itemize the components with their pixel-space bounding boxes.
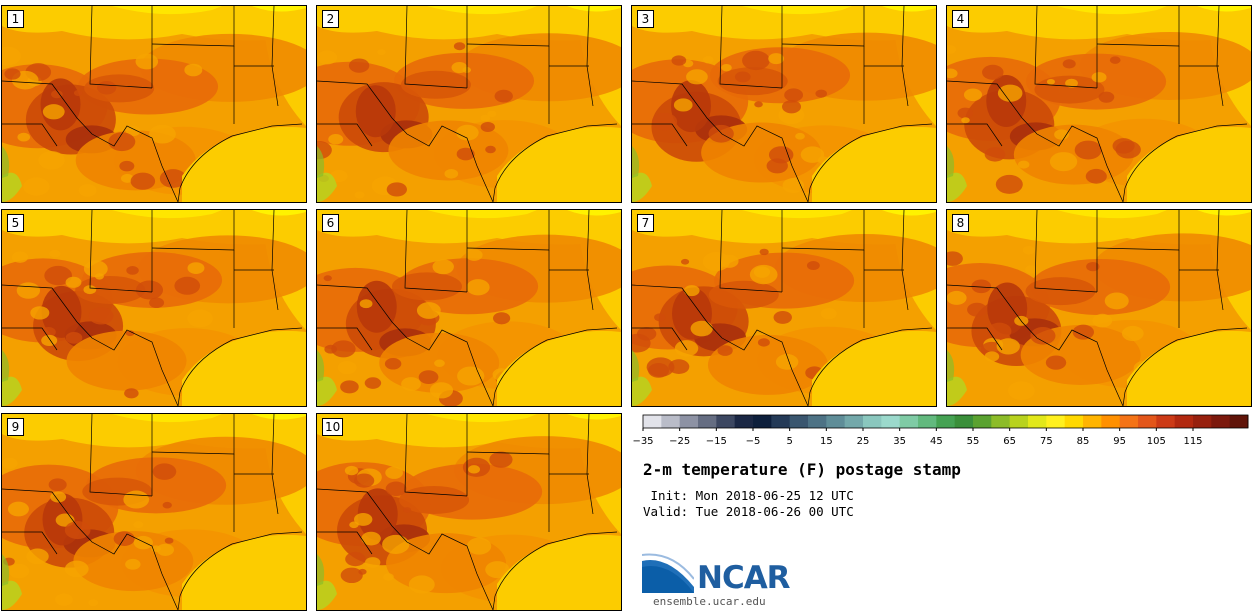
colorbar-swatch [679,415,699,428]
colorbar-swatch [789,415,809,428]
colorbar-tick-label: −5 [746,436,761,447]
colorbar-swatch [973,415,992,428]
colorbar-swatch [1028,415,1047,428]
colorbar-tick-label: 85 [1077,436,1090,447]
colorbar-swatch [1009,415,1029,428]
colorbar-tick-label: 5 [786,436,792,447]
valid-time: Valid: Tue 2018-06-26 00 UTC [643,504,854,519]
colorbar-tick-label: 55 [967,436,980,447]
colorbar-tick-label: 35 [893,436,906,447]
colorbar-swatch [1064,415,1084,428]
colorbar-tick-label: −25 [669,436,690,447]
member-panel: 10 [316,413,622,611]
chart-title: 2-m temperature (F) postage stamp [643,460,961,479]
colorbar-swatch [1119,415,1139,428]
ncar-logo-text: NCAR [697,560,791,596]
init-time: Init: Mon 2018-06-25 12 UTC [643,488,854,503]
colorbar-swatch [661,415,681,428]
member-panel: 6 [316,209,622,407]
colorbar-swatch [826,415,846,428]
colorbar-swatch [954,415,974,428]
colorbar-swatch [808,415,827,428]
colorbar-swatch [1211,415,1231,428]
colorbar-tick-label: 15 [820,436,833,447]
colorbar-tick-label: −35 [632,436,653,447]
member-number: 2 [322,10,339,28]
ncar-logo-icon [642,553,694,593]
member-panel: 9 [1,413,307,611]
colorbar-swatch [1101,415,1121,428]
colorbar-swatch [643,415,662,428]
colorbar-swatch [1046,415,1066,428]
colorbar-swatch [1193,415,1212,428]
colorbar-swatch [716,415,736,428]
member-number: 8 [952,214,969,232]
member-number: 1 [7,10,24,28]
member-number: 4 [952,10,969,28]
member-number: 5 [7,214,24,232]
colorbar-tick-label: 75 [1040,436,1053,447]
member-panel: 3 [631,5,937,203]
colorbar-swatch [881,415,901,428]
member-panel: 5 [1,209,307,407]
colorbar-swatch [844,415,864,428]
colorbar-tick-label: 25 [857,436,870,447]
member-number: 9 [7,418,24,436]
colorbar-tick-label: 115 [1183,436,1202,447]
member-number: 7 [637,214,654,232]
colorbar-swatch [734,415,754,428]
member-panel: 1 [1,5,307,203]
colorbar-swatch [1229,415,1249,428]
colorbar-swatch [1174,415,1194,428]
member-panel: 7 [631,209,937,407]
colorbar-tick-label: 65 [1003,436,1016,447]
colorbar-swatch [698,415,717,428]
temperature-colorbar: −35 −25 −15 −5 5 15 25 35 45 55 65 75 85 95 105 115 [632,414,1249,447]
colorbar-swatch [991,415,1011,428]
member-number: 3 [637,10,654,28]
member-panel: 2 [316,5,622,203]
colorbar-swatch [1083,415,1102,428]
colorbar-tick-label: 45 [930,436,943,447]
member-number: 10 [322,418,344,436]
colorbar-tick-label: 95 [1113,436,1126,447]
colorbar-swatch [771,415,791,428]
colorbar-swatch [918,415,937,428]
member-panel: 4 [946,5,1252,203]
colorbar-swatch [1138,415,1157,428]
colorbar-tick-label: −15 [706,436,727,447]
member-panel: 8 [946,209,1252,407]
colorbar-swatch [899,415,919,428]
ensemble-url: ensemble.ucar.edu [653,595,766,608]
colorbar-swatch [1156,415,1176,428]
colorbar-swatch [936,415,956,428]
colorbar-border [642,414,1249,429]
colorbar-swatch [753,415,772,428]
colorbar-tick-label: 105 [1147,436,1166,447]
member-number: 6 [322,214,339,232]
colorbar-swatch [863,415,882,428]
